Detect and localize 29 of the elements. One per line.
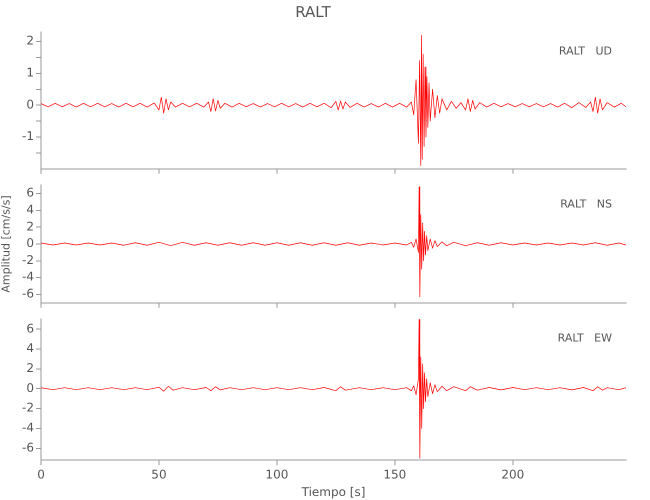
y-tick-label: -2 (22, 400, 34, 415)
x-tick-label: 200 (501, 468, 524, 482)
y-tick-label: 2 (26, 360, 34, 375)
y-tick-label: -2 (22, 252, 34, 267)
y-tick-label: -4 (22, 270, 34, 284)
annotation: RALT UD (558, 44, 612, 58)
y-tick-label: 1 (26, 65, 34, 80)
y-tick-label: -6 (22, 440, 34, 454)
y-tick-label: 0 (26, 380, 34, 395)
x-tick-label: 50 (151, 468, 167, 482)
y-tick-label: -1 (22, 129, 34, 144)
y-tick-label: 2 (26, 219, 34, 234)
y-tick-label: 6 (26, 186, 34, 200)
x-tick-label: 100 (265, 468, 288, 482)
annotation: RALT EW (558, 332, 612, 345)
x-tick-label: 150 (383, 468, 406, 482)
y-tick-label: 6 (26, 321, 34, 336)
annotation: RALT NS (560, 198, 612, 211)
y-tick-label: -4 (22, 420, 34, 435)
chart-title: RALT (295, 2, 332, 21)
x-tick-label: 0 (37, 468, 45, 482)
y-tick-label: 0 (26, 236, 34, 250)
x-axis-title: Tiempo [s] (300, 484, 366, 499)
y-tick-label: 4 (26, 341, 34, 356)
y-tick-label: -6 (22, 286, 34, 301)
y-tick-label: 4 (26, 202, 34, 217)
y-axis-title: Amplitud [cm/s/s] (0, 195, 12, 293)
y-tick-label: 0 (26, 97, 34, 112)
y-tick-label: 2 (26, 34, 34, 48)
